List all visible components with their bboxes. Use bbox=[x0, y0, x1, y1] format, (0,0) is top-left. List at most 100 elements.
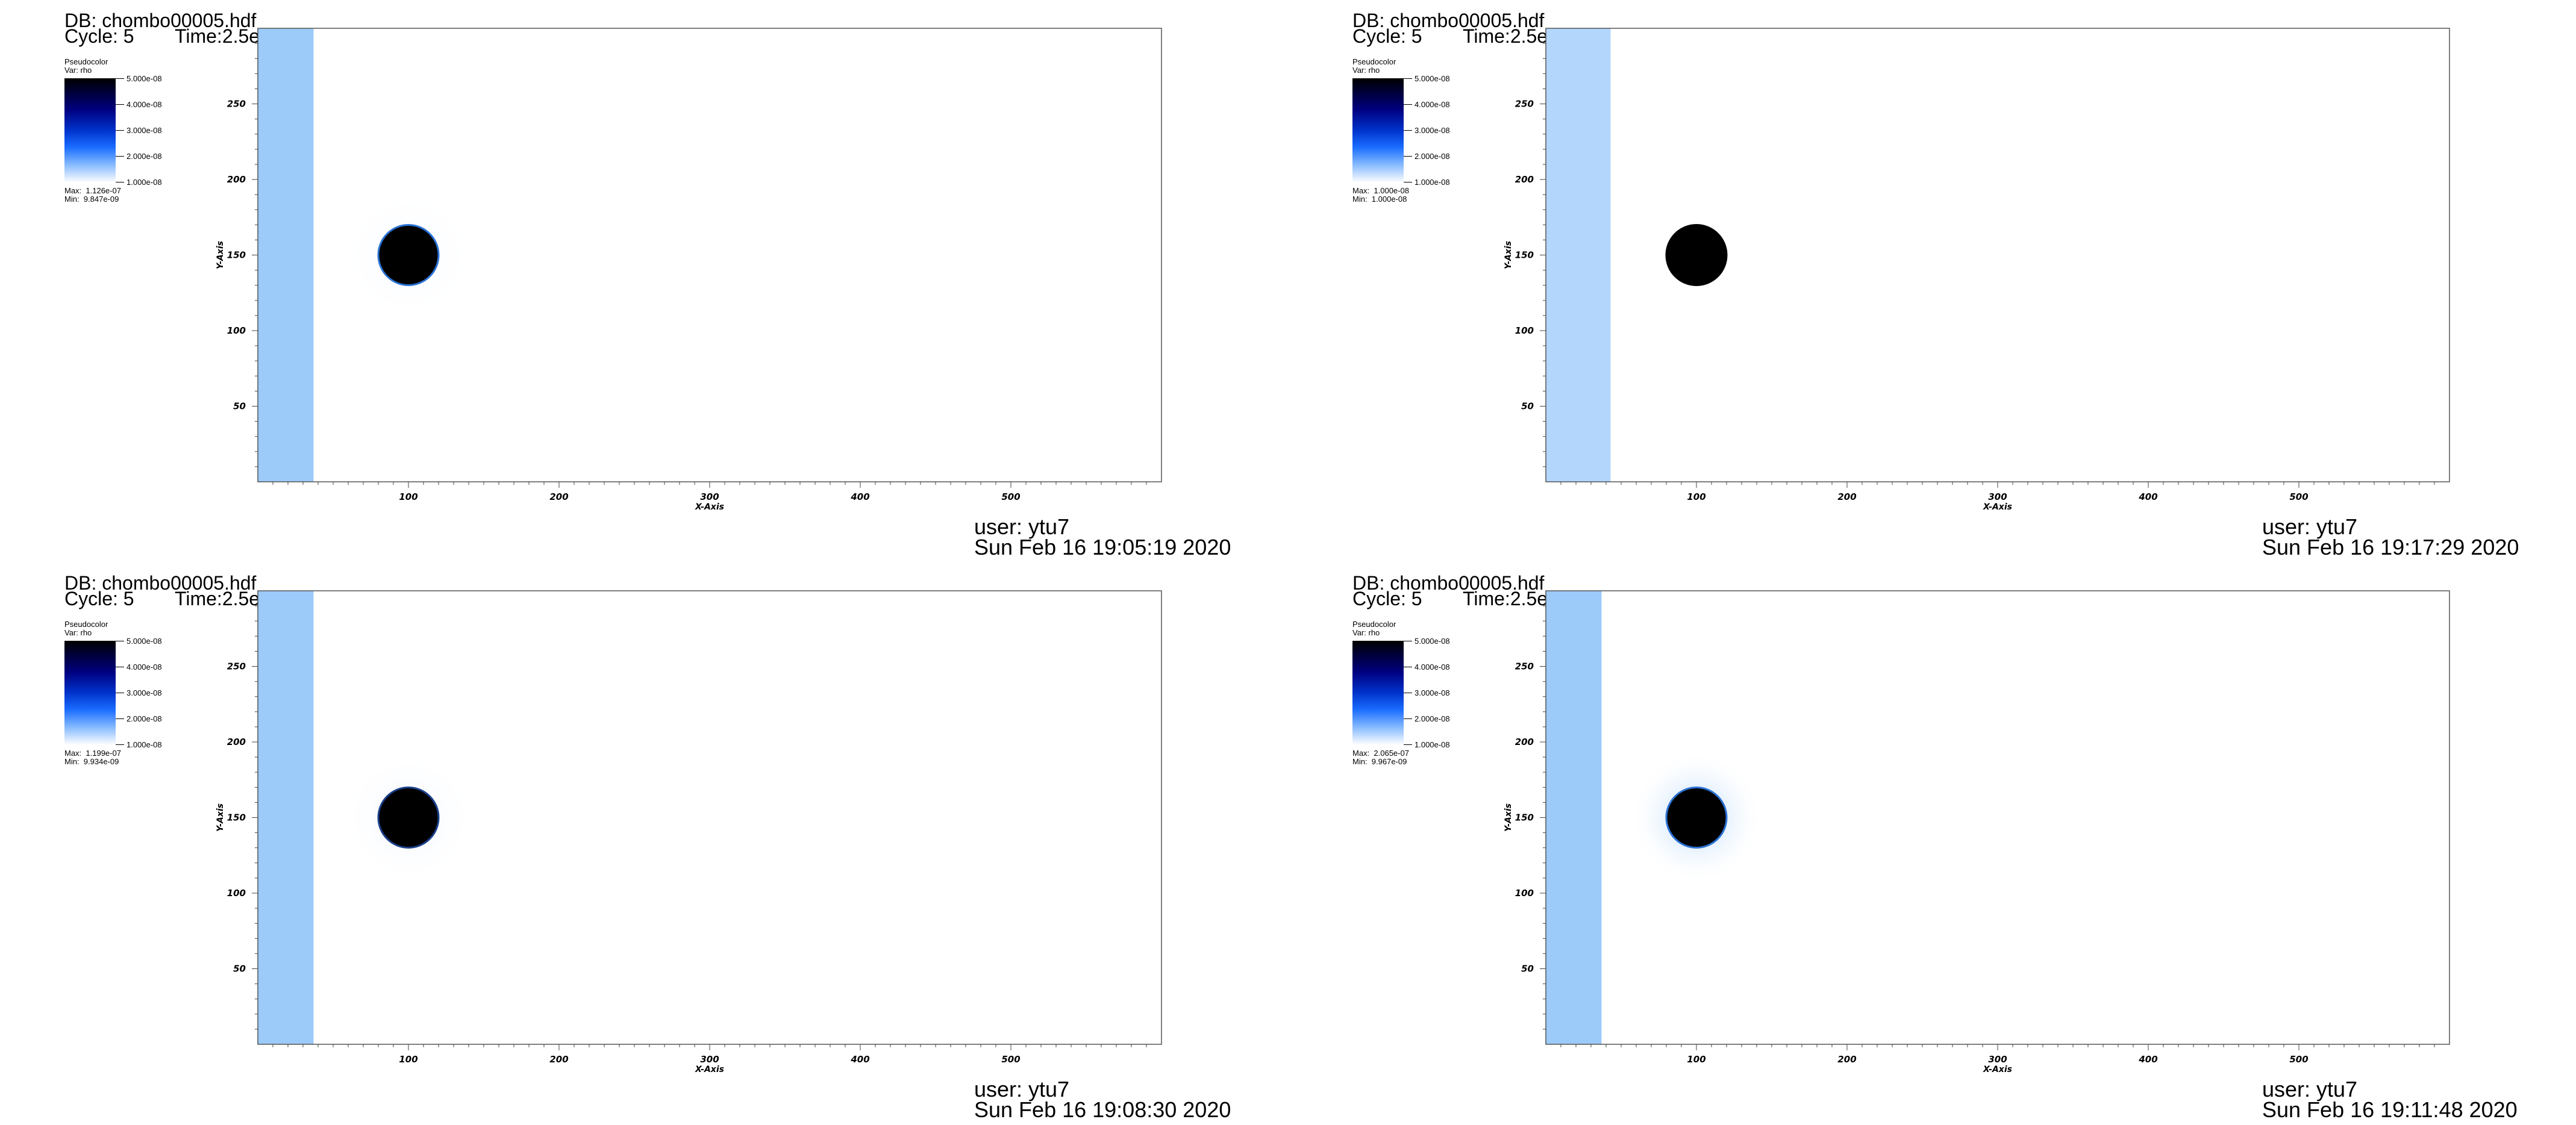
db-label: DB: chombo00005.hdf bbox=[64, 572, 257, 594]
legend-var-label: Var: rho bbox=[1352, 628, 1380, 637]
legend-tick-label: 2.000e-08 bbox=[1415, 714, 1450, 723]
plot-svg: 100 200 300 400 500 50 100 150 200 250 X-Axis Y-Axi… bbox=[216, 590, 1162, 1074]
legend-tick-label: 1.000e-08 bbox=[1415, 178, 1450, 187]
color-bar bbox=[64, 78, 116, 182]
cycle-label: Cycle: 5 bbox=[64, 25, 134, 47]
x-tick-label: 300 bbox=[700, 1054, 719, 1065]
x-tick-label: 200 bbox=[549, 1054, 568, 1065]
legend-plot-type: Pseudocolor bbox=[1352, 620, 1396, 629]
legend-tick-label: 1.000e-08 bbox=[127, 178, 162, 187]
x-tick-label: 100 bbox=[1687, 1054, 1705, 1065]
y-axis-title: Y-Axis bbox=[1504, 241, 1513, 269]
user-label: user: ytu7 bbox=[974, 1077, 1070, 1102]
x-tick-label: 400 bbox=[850, 491, 869, 502]
y-axis-title: Y-Axis bbox=[1504, 803, 1513, 832]
date-label: Sun Feb 16 19:08:30 2020 bbox=[974, 1097, 1231, 1122]
x-tick-label: 500 bbox=[1001, 491, 1020, 502]
y-tick-label: 150 bbox=[227, 812, 246, 823]
legend-tick bbox=[1404, 104, 1412, 105]
y-tick-label: 50 bbox=[233, 964, 246, 974]
legend-tick bbox=[1404, 156, 1412, 157]
user-label: user: ytu7 bbox=[974, 514, 1070, 539]
cycle-label: Cycle: 5 bbox=[1352, 588, 1422, 609]
cycle-label: Cycle: 5 bbox=[1352, 25, 1422, 47]
legend-tick-label: 3.000e-08 bbox=[1415, 126, 1450, 135]
y-tick-label: 250 bbox=[227, 99, 246, 110]
y-tick-label: 50 bbox=[1521, 964, 1534, 974]
y-tick-label: 200 bbox=[1515, 174, 1534, 185]
date-label: Sun Feb 16 19:11:48 2020 bbox=[2262, 1097, 2518, 1122]
legend-tick bbox=[116, 744, 124, 745]
x-tick-label: 500 bbox=[2289, 1054, 2308, 1065]
y-tick-label: 150 bbox=[1515, 250, 1534, 261]
y-axis-title: Y-Axis bbox=[216, 803, 225, 832]
legend-var-label: Var: rho bbox=[64, 628, 92, 637]
plot-svg: 100 200 300 400 500 50 100 150 200 250 X-Axis Y-Axi… bbox=[216, 28, 1162, 512]
y-tick-label: 100 bbox=[1515, 888, 1534, 899]
y-tick-label: 100 bbox=[227, 888, 246, 899]
legend-tick-label: 4.000e-08 bbox=[1415, 100, 1450, 109]
cycle-label: Cycle: 5 bbox=[64, 588, 134, 609]
legend-tick-label: 1.000e-08 bbox=[1415, 740, 1450, 749]
y-axis-title: Y-Axis bbox=[216, 241, 225, 269]
legend-tick bbox=[1404, 130, 1412, 131]
x-axis-title: X-Axis bbox=[1983, 1065, 2012, 1074]
legend-tick-label: 4.000e-08 bbox=[127, 662, 162, 672]
legend-plot-type: Pseudocolor bbox=[64, 57, 108, 66]
color-bar bbox=[1352, 641, 1404, 745]
inflow-band bbox=[258, 591, 314, 1044]
x-tick-label: 200 bbox=[549, 491, 568, 502]
legend-plot-type: Pseudocolor bbox=[1352, 57, 1396, 66]
db-label: DB: chombo00005.hdf bbox=[64, 10, 257, 31]
x-tick-label: 300 bbox=[700, 491, 719, 502]
legend-max-label: Max: 1.126e-07 bbox=[64, 186, 121, 195]
x-axis-title: X-Axis bbox=[1983, 502, 2012, 512]
x-tick-label: 100 bbox=[399, 1054, 417, 1065]
legend-tick-label: 2.000e-08 bbox=[1415, 152, 1450, 161]
legend-tick-label: 5.000e-08 bbox=[127, 637, 162, 646]
color-bar bbox=[1352, 78, 1404, 182]
inflow-band bbox=[258, 28, 314, 482]
legend-tick-label: 5.000e-08 bbox=[1415, 637, 1450, 646]
date-label: Sun Feb 16 19:17:29 2020 bbox=[2262, 535, 2519, 559]
y-tick-label: 50 bbox=[1521, 401, 1534, 412]
x-axis-title: X-Axis bbox=[695, 502, 724, 512]
legend-tick-label: 5.000e-08 bbox=[1415, 74, 1450, 83]
x-axis-title: X-Axis bbox=[695, 1065, 724, 1074]
legend-min-label: Min: 9.967e-09 bbox=[1352, 757, 1407, 766]
db-label: DB: chombo00005.hdf bbox=[1352, 10, 1545, 31]
legend-tick bbox=[1404, 718, 1412, 719]
plot-area: 100 200 300 400 500 50 100 150 200 250 X-Axis Y-Axi… bbox=[216, 590, 1162, 1074]
user-label: user: ytu7 bbox=[2262, 514, 2358, 539]
dense-disk bbox=[377, 224, 440, 286]
legend-max-label: Max: 2.065e-07 bbox=[1352, 749, 1409, 758]
legend-tick bbox=[116, 718, 124, 719]
legend-tick bbox=[116, 130, 124, 131]
plot-panel: DB: chombo00005.hdf Cycle: 5 Time:2.5e-06 P… bbox=[1288, 562, 2576, 1125]
legend-min-label: Min: 1.000e-08 bbox=[1352, 195, 1407, 204]
legend-tick-label: 3.000e-08 bbox=[127, 688, 162, 697]
y-tick-label: 150 bbox=[1515, 812, 1534, 823]
x-tick-label: 100 bbox=[1687, 491, 1705, 502]
dense-disk bbox=[377, 787, 440, 849]
y-tick-label: 250 bbox=[1515, 661, 1534, 672]
legend-min-label: Min: 9.847e-09 bbox=[64, 195, 119, 204]
x-tick-label: 300 bbox=[1988, 1054, 2007, 1065]
y-tick-label: 200 bbox=[227, 174, 246, 185]
legend-tick bbox=[116, 78, 124, 79]
user-label: user: ytu7 bbox=[2262, 1077, 2358, 1102]
x-tick-label: 400 bbox=[2138, 1054, 2157, 1065]
legend-tick bbox=[1404, 744, 1412, 745]
color-bar bbox=[64, 641, 116, 745]
db-label: DB: chombo00005.hdf bbox=[1352, 572, 1545, 594]
y-tick-label: 50 bbox=[233, 401, 246, 412]
plot-panel: DB: chombo00005.hdf Cycle: 5 Time:2.5e-06 P… bbox=[0, 562, 1288, 1125]
y-tick-label: 100 bbox=[1515, 325, 1534, 336]
inflow-band bbox=[1546, 28, 1611, 482]
x-tick-label: 500 bbox=[2289, 491, 2308, 502]
plot-panel: DB: chombo00005.hdf Cycle: 5 Time:2.5e-06 P… bbox=[1288, 0, 2576, 562]
legend-plot-type: Pseudocolor bbox=[64, 620, 108, 629]
legend-tick-label: 3.000e-08 bbox=[1415, 688, 1450, 697]
plot-area: 100 200 300 400 500 50 100 150 200 250 X-Axis Y-Axi… bbox=[216, 28, 1162, 512]
legend-tick-label: 5.000e-08 bbox=[127, 74, 162, 83]
